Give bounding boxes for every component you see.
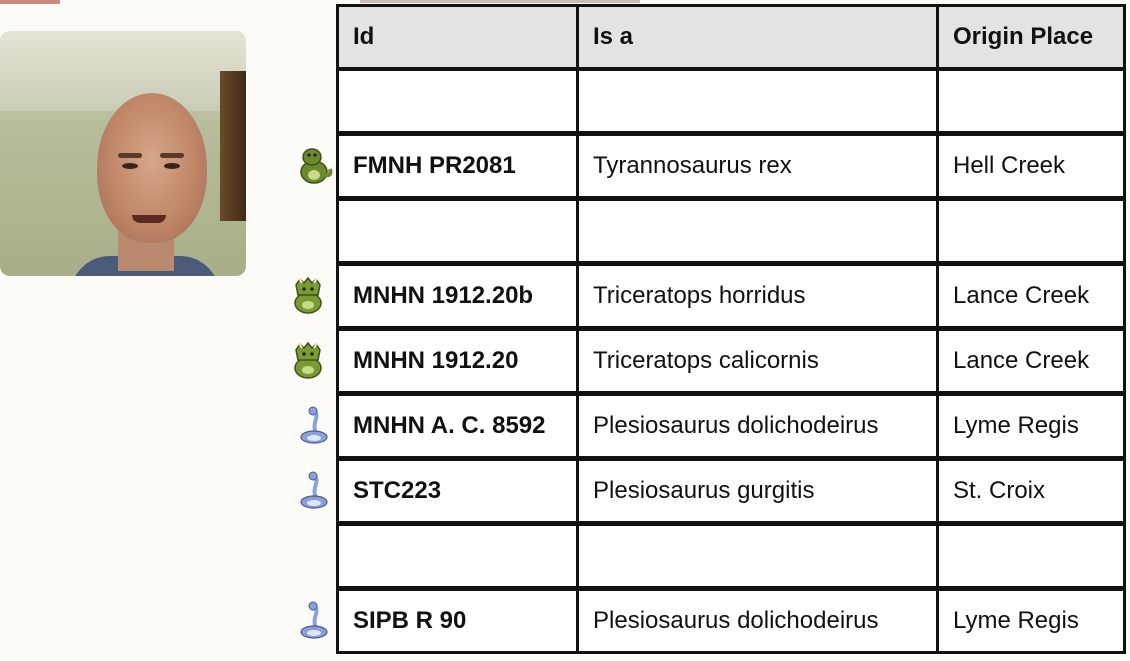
cell-is-a: Plesiosaurus dolichodeirus xyxy=(576,393,939,459)
cell-origin-place xyxy=(936,198,1126,264)
triceratops-icon xyxy=(288,340,328,380)
cell-is-a xyxy=(576,198,939,264)
cell-id: FMNH PR2081 xyxy=(336,133,579,199)
plesiosaur-icon xyxy=(294,405,334,445)
cell-origin-place: Hell Creek xyxy=(936,133,1126,199)
cell-is-a: Tyrannosaurus rex xyxy=(576,133,939,199)
cell-is-a xyxy=(576,68,939,134)
cell-id: STC223 xyxy=(336,458,579,524)
cell-is-a: Plesiosaurus dolichodeirus xyxy=(576,588,939,654)
cropped-title-fragment xyxy=(0,0,60,4)
webcam-video xyxy=(0,31,246,276)
cell-origin-place xyxy=(936,523,1126,589)
plesiosaur-icon xyxy=(294,600,334,640)
cropped-heading-fragment xyxy=(360,0,640,3)
cell-id: MNHN 1912.20b xyxy=(336,263,579,329)
cell-id: MNHN A. C. 8592 xyxy=(336,393,579,459)
cell-is-a: Triceratops calicornis xyxy=(576,328,939,394)
cell-id xyxy=(336,68,579,134)
plesiosaur-icon xyxy=(294,470,334,510)
cell-is-a xyxy=(576,523,939,589)
cell-id: SIPB R 90 xyxy=(336,588,579,654)
cell-id: MNHN 1912.20 xyxy=(336,328,579,394)
cell-origin-place xyxy=(936,68,1126,134)
cell-origin-place: Lance Creek xyxy=(936,263,1126,329)
cell-id xyxy=(336,198,579,264)
cell-origin-place: Lance Creek xyxy=(936,328,1126,394)
column-header: Is a xyxy=(576,4,939,70)
cell-origin-place: Lyme Regis xyxy=(936,588,1126,654)
column-header: Origin Place xyxy=(936,4,1126,70)
cell-origin-place: Lyme Regis xyxy=(936,393,1126,459)
cell-origin-place: St. Croix xyxy=(936,458,1126,524)
triceratops-icon xyxy=(288,275,328,315)
column-header: Id xyxy=(336,4,579,70)
cell-id xyxy=(336,523,579,589)
cell-is-a: Plesiosaurus gurgitis xyxy=(576,458,939,524)
trex-icon xyxy=(294,145,334,185)
cell-is-a: Triceratops horridus xyxy=(576,263,939,329)
